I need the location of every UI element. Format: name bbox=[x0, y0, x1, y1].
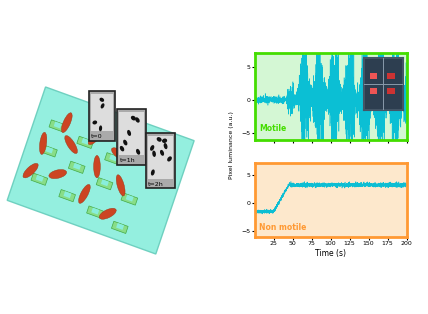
Polygon shape bbox=[73, 163, 81, 170]
Polygon shape bbox=[41, 145, 57, 157]
Polygon shape bbox=[63, 191, 71, 198]
Polygon shape bbox=[7, 87, 194, 254]
Ellipse shape bbox=[49, 170, 67, 179]
Ellipse shape bbox=[160, 150, 164, 156]
Polygon shape bbox=[54, 122, 62, 128]
Ellipse shape bbox=[23, 163, 38, 178]
Ellipse shape bbox=[123, 140, 128, 145]
Polygon shape bbox=[36, 175, 44, 182]
X-axis label: Time (s): Time (s) bbox=[315, 249, 346, 258]
Text: t=0: t=0 bbox=[91, 134, 102, 139]
Ellipse shape bbox=[135, 117, 140, 123]
FancyBboxPatch shape bbox=[89, 91, 115, 141]
Ellipse shape bbox=[100, 98, 104, 102]
FancyBboxPatch shape bbox=[117, 109, 146, 165]
Ellipse shape bbox=[65, 136, 77, 154]
Polygon shape bbox=[116, 223, 124, 230]
Polygon shape bbox=[111, 221, 128, 234]
Ellipse shape bbox=[162, 138, 167, 143]
Polygon shape bbox=[121, 193, 138, 205]
Text: t=1h: t=1h bbox=[119, 158, 135, 163]
Bar bbox=[387, 88, 395, 94]
FancyBboxPatch shape bbox=[146, 133, 175, 188]
Ellipse shape bbox=[99, 125, 102, 131]
Ellipse shape bbox=[92, 121, 97, 124]
FancyBboxPatch shape bbox=[119, 112, 144, 155]
Polygon shape bbox=[81, 138, 89, 145]
Polygon shape bbox=[86, 206, 103, 218]
FancyBboxPatch shape bbox=[91, 94, 113, 131]
Ellipse shape bbox=[39, 132, 47, 154]
Polygon shape bbox=[109, 154, 117, 161]
Bar bbox=[387, 73, 395, 79]
Polygon shape bbox=[31, 173, 48, 185]
Ellipse shape bbox=[127, 130, 131, 136]
Ellipse shape bbox=[94, 155, 100, 178]
Ellipse shape bbox=[116, 175, 125, 196]
Bar bbox=[370, 88, 377, 94]
FancyBboxPatch shape bbox=[148, 136, 173, 179]
Ellipse shape bbox=[111, 148, 128, 161]
Polygon shape bbox=[77, 136, 93, 149]
Bar bbox=[370, 73, 377, 79]
Ellipse shape bbox=[163, 143, 167, 149]
Ellipse shape bbox=[150, 145, 155, 151]
Ellipse shape bbox=[101, 103, 104, 109]
Text: Non motile: Non motile bbox=[259, 223, 306, 232]
Text: Pixel luminance (a.u.): Pixel luminance (a.u.) bbox=[229, 111, 234, 179]
Ellipse shape bbox=[151, 170, 155, 176]
Text: Motile: Motile bbox=[259, 124, 286, 133]
Ellipse shape bbox=[88, 129, 103, 145]
Ellipse shape bbox=[157, 137, 162, 142]
Ellipse shape bbox=[79, 184, 90, 203]
Polygon shape bbox=[49, 120, 65, 132]
Polygon shape bbox=[101, 179, 109, 186]
Ellipse shape bbox=[99, 208, 116, 219]
Text: t=2h: t=2h bbox=[148, 182, 164, 187]
Polygon shape bbox=[45, 146, 53, 154]
Polygon shape bbox=[104, 153, 121, 165]
Ellipse shape bbox=[120, 146, 124, 151]
Ellipse shape bbox=[152, 151, 156, 157]
Ellipse shape bbox=[131, 116, 136, 121]
Polygon shape bbox=[91, 208, 99, 214]
Polygon shape bbox=[68, 161, 85, 173]
Ellipse shape bbox=[167, 156, 172, 161]
Ellipse shape bbox=[62, 113, 72, 133]
Polygon shape bbox=[59, 190, 75, 202]
Polygon shape bbox=[96, 178, 113, 190]
Polygon shape bbox=[126, 195, 134, 202]
Ellipse shape bbox=[136, 149, 140, 155]
